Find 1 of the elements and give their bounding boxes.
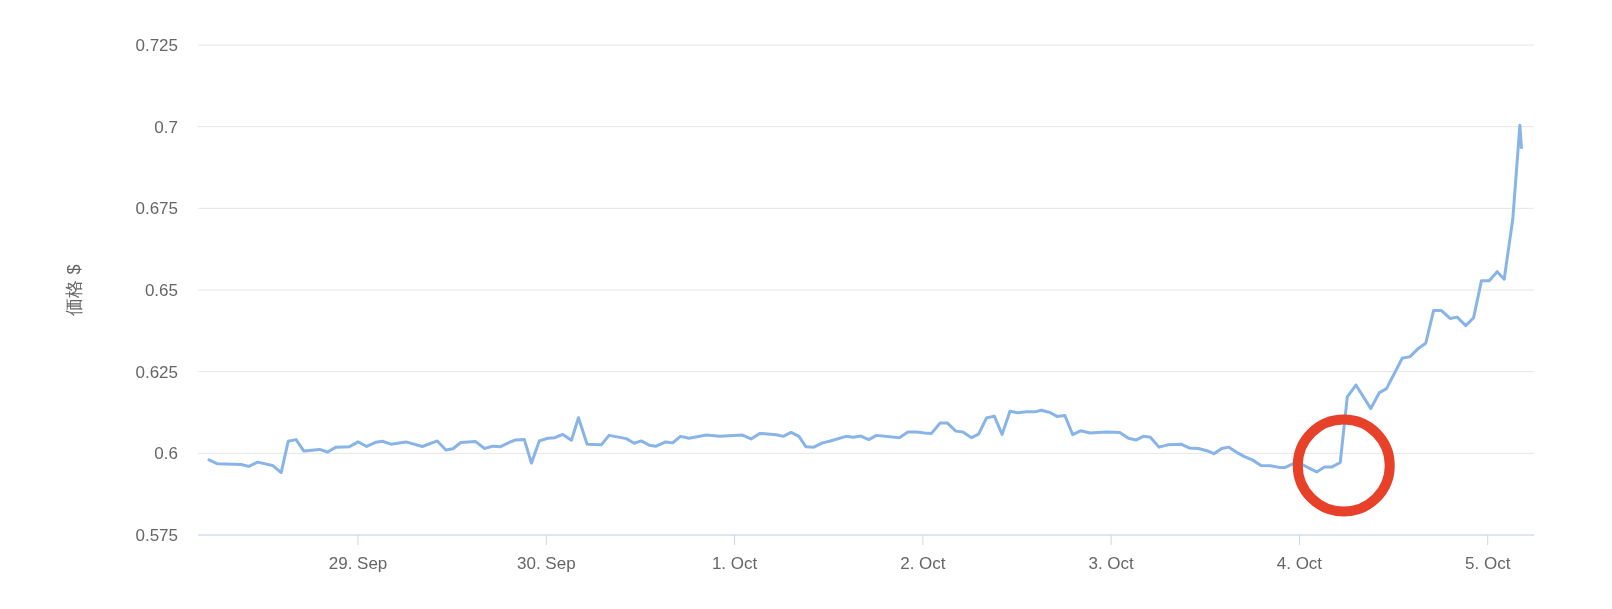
ylabel: 価格 $	[64, 264, 84, 316]
